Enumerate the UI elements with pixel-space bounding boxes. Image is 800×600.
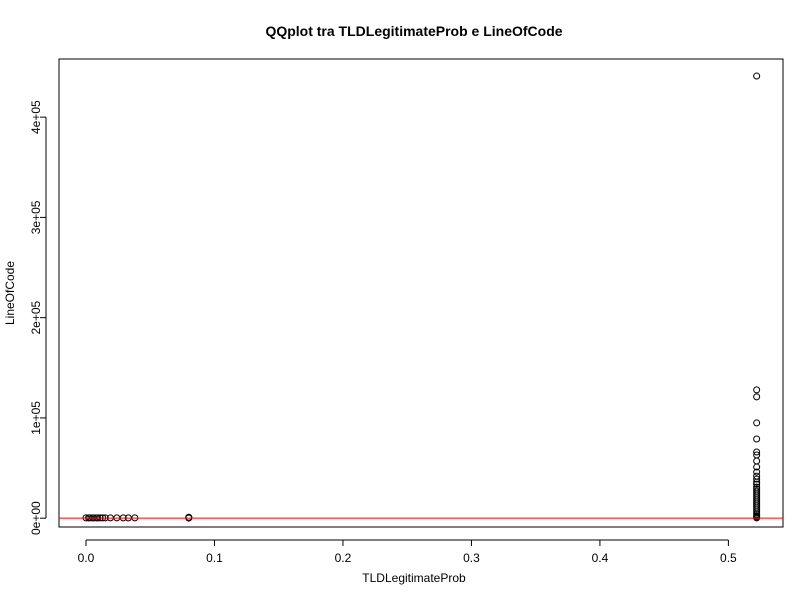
plot-frame [58,58,784,528]
x-tick-label: 0.5 [720,551,737,565]
x-tick-label: 0.0 [78,551,95,565]
data-point [753,386,761,394]
data-point [753,393,761,401]
y-tick-label: 3e+05 [29,200,43,234]
y-tick-label: 0e+00 [29,501,43,535]
data-point [753,448,761,456]
data-point [753,468,761,476]
data-point [753,463,761,471]
data-point [753,475,761,483]
y-tick-label: 1e+05 [29,401,43,435]
chart-title: QQplot tra TLDLegitimateProb e LineOfCod… [265,23,562,39]
data-point [753,478,761,486]
y-tick-label: 4e+05 [29,100,43,134]
x-tick-label: 0.1 [206,551,223,565]
data-point [753,435,761,443]
x-tick-label: 0.4 [592,551,609,565]
data-point [753,480,761,488]
data-point [185,513,193,521]
x-axis-label: TLDLegitimateProb [362,571,466,585]
data-point [753,419,761,427]
data-point [753,72,761,80]
x-tick-label: 0.3 [463,551,480,565]
y-tick-label: 2e+05 [29,300,43,334]
x-tick-label: 0.2 [335,551,352,565]
y-axis-label: LineOfCode [3,261,17,325]
plot-area: 0.0 0.1 0.2 0.3 0.4 0.5 0e+00 1e+05 2e+05 3e+05 4e… [29,58,784,565]
